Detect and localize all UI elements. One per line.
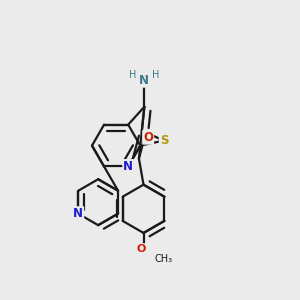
Text: N: N bbox=[123, 160, 133, 173]
Text: N: N bbox=[140, 74, 149, 87]
Text: CH₃: CH₃ bbox=[154, 254, 172, 264]
Text: O: O bbox=[143, 131, 153, 144]
Text: S: S bbox=[160, 134, 168, 147]
Text: H: H bbox=[152, 70, 159, 80]
Text: H: H bbox=[129, 70, 136, 80]
Text: O: O bbox=[136, 244, 146, 254]
Text: N: N bbox=[73, 207, 83, 220]
